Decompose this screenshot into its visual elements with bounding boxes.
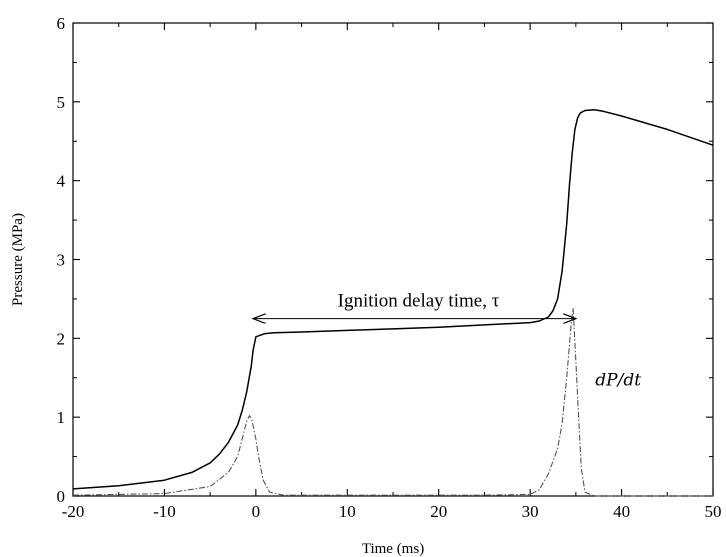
x-tick-label: 0: [252, 502, 261, 521]
x-tick-label: -20: [62, 502, 85, 521]
ignition-delay-label: Ignition delay time, τ: [338, 291, 500, 312]
axis-ticks: [72, 22, 714, 497]
pressure-line: [72, 108, 714, 490]
y-tick-label: 0: [57, 487, 66, 506]
annotation-layer: Ignition delay time, τ dP/dt: [253, 291, 641, 391]
y-tick-label: 5: [57, 93, 66, 112]
y-tick-label: 2: [57, 329, 66, 348]
y-tick-label: 4: [57, 172, 66, 191]
dpdt-label: dP/dt: [595, 371, 641, 391]
y-tick-label: 1: [57, 408, 66, 427]
x-tick-label: 30: [522, 502, 539, 521]
x-axis-title: Time (ms): [362, 541, 424, 557]
dpdt-line: [72, 307, 713, 497]
x-tick-label: 40: [613, 502, 630, 521]
x-tick-label: -10: [153, 502, 176, 521]
series-layer: [72, 108, 714, 497]
tick-labels: -20 -10 0 10 20 30 40 50 0 1 2 3 4 5 6: [57, 14, 722, 521]
x-tick-label: 10: [339, 502, 356, 521]
x-tick-label: 20: [430, 502, 447, 521]
plot-frame: [72, 22, 714, 497]
y-tick-label: 3: [57, 251, 66, 270]
x-tick-label: 50: [705, 502, 722, 521]
y-tick-label: 6: [57, 14, 66, 33]
y-axis-title: Pressure (MPa): [10, 213, 26, 306]
